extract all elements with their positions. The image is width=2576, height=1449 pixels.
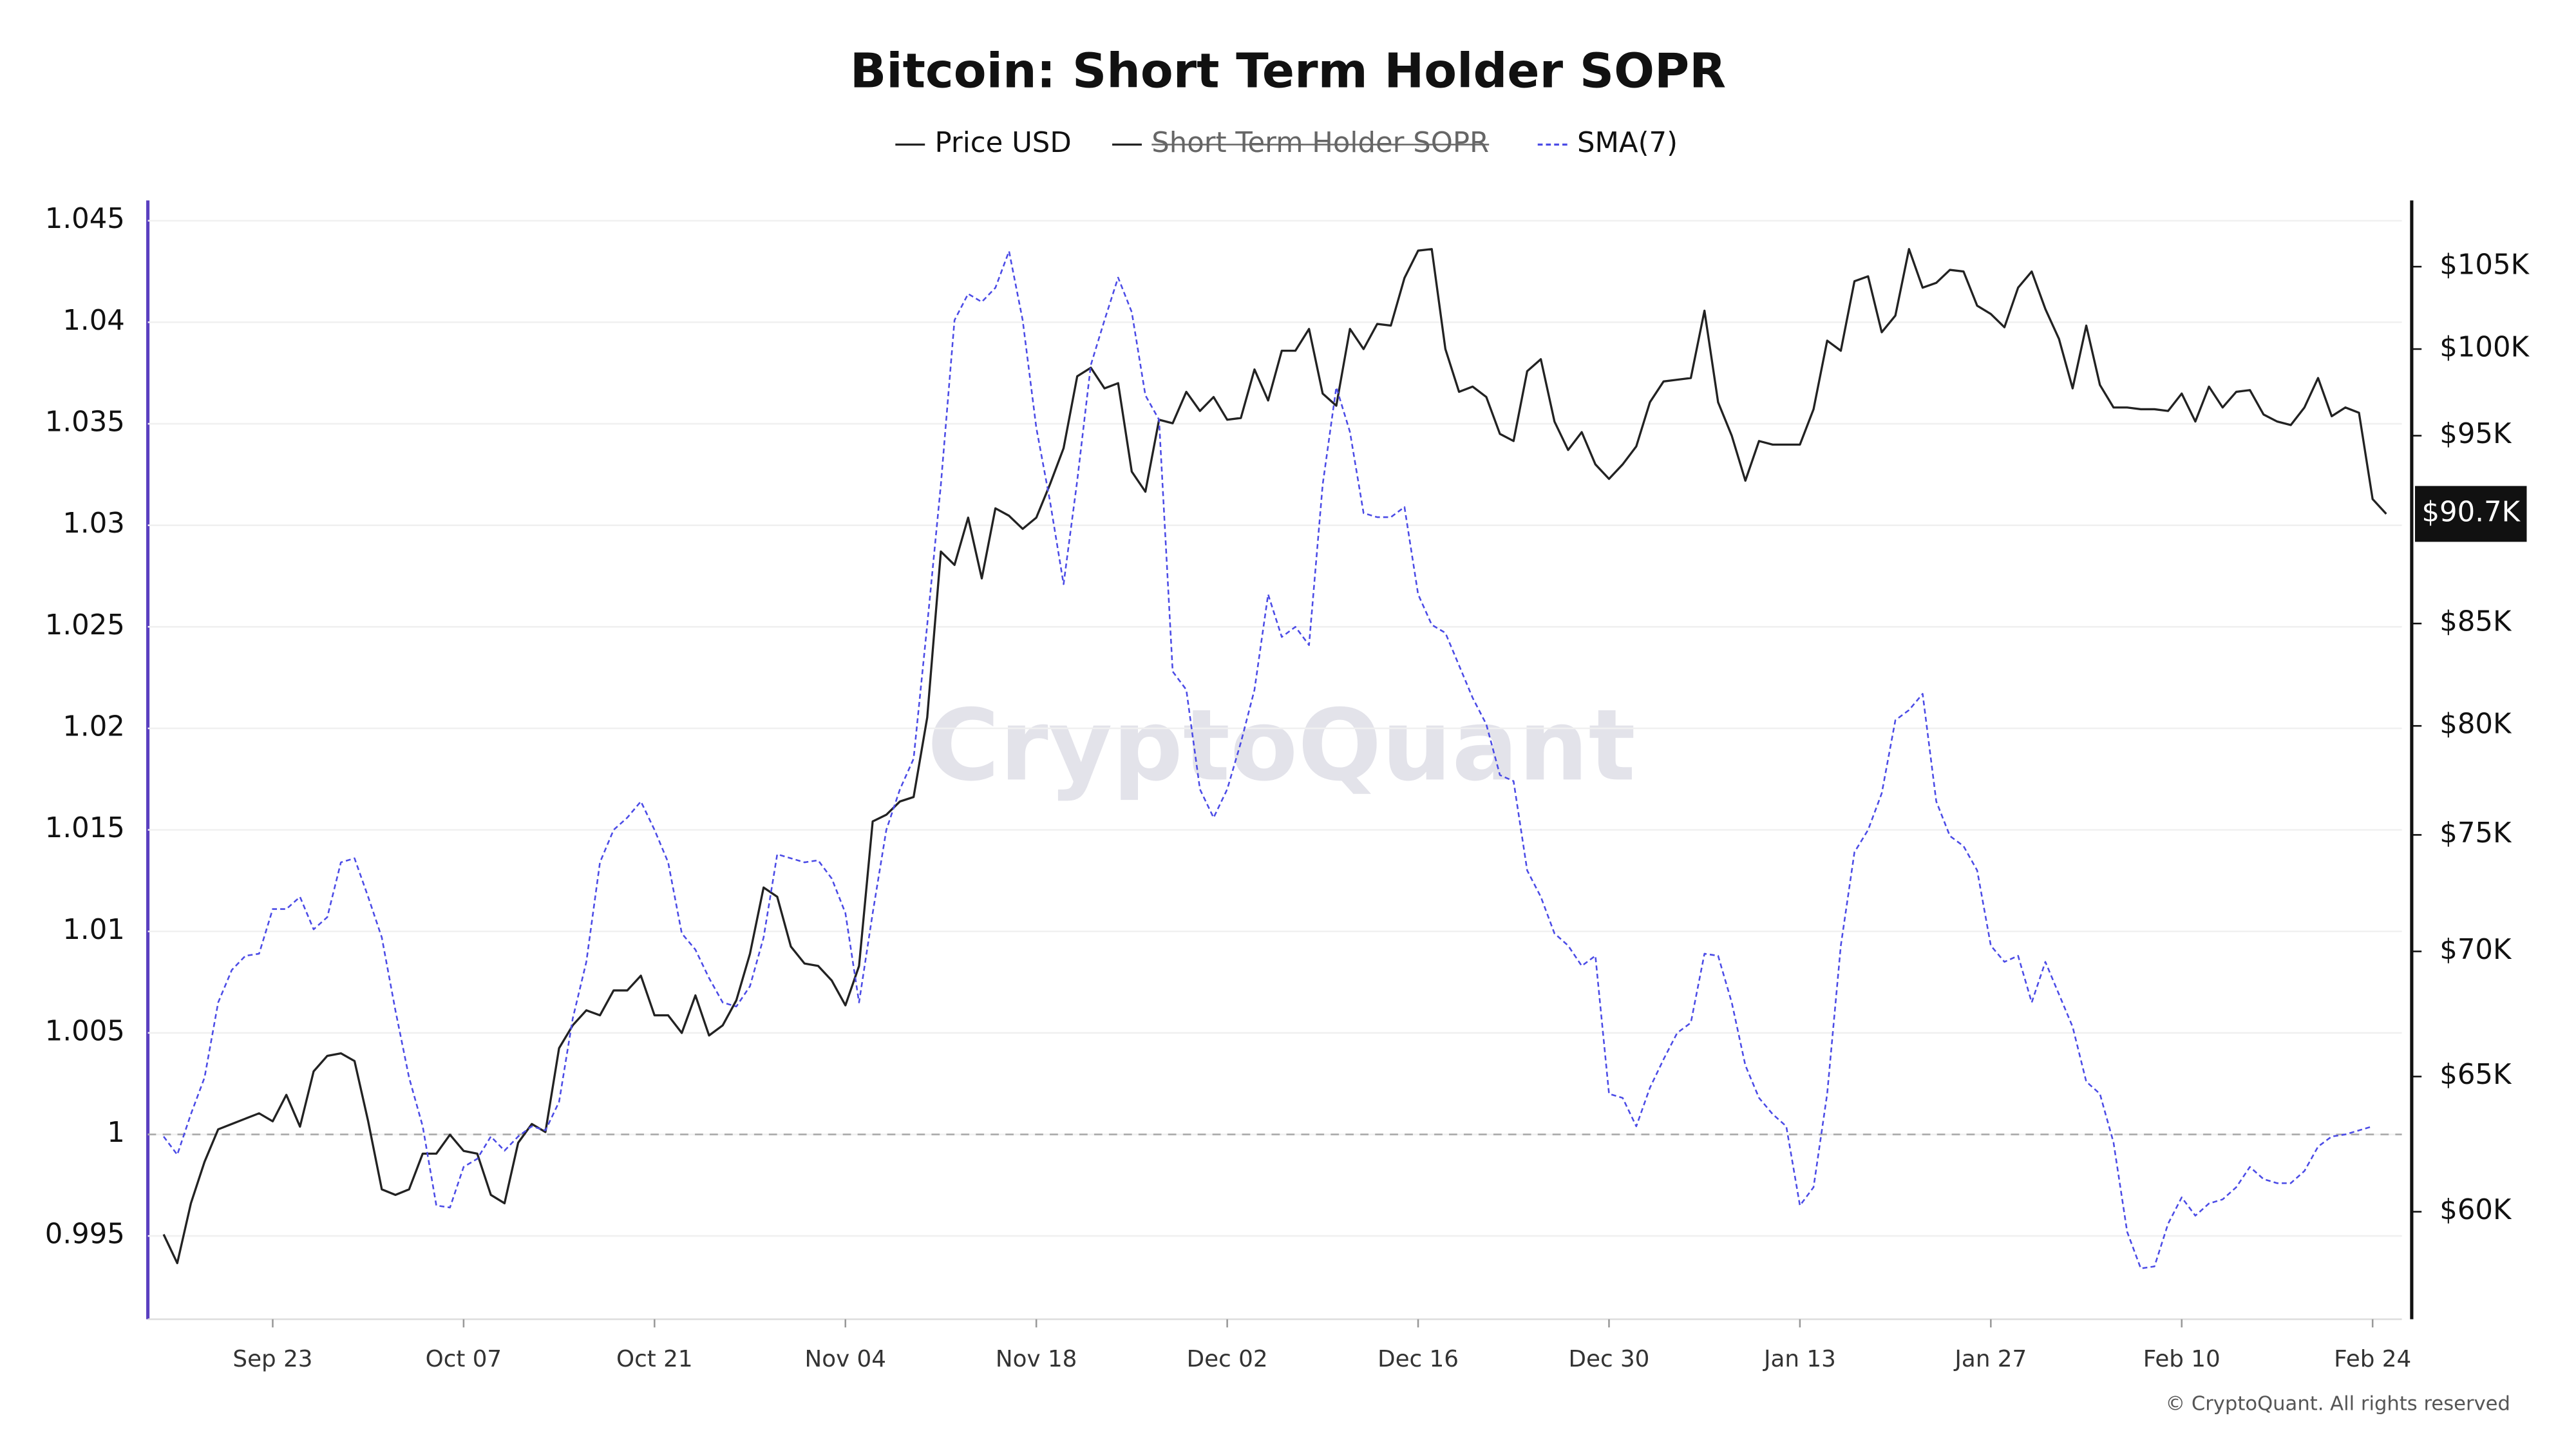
y2-tick-label: $80K [2439, 708, 2512, 741]
y2-tick-label: $100K [2439, 332, 2530, 364]
x-tick-label: Oct 07 [426, 1346, 502, 1372]
y-tick-label: 1.03 [62, 507, 125, 540]
x-tick-label: Dec 16 [1378, 1346, 1459, 1372]
y-tick-label: 1.035 [45, 406, 125, 439]
x-tick-label: Sep 23 [232, 1346, 312, 1372]
x-tick-label: Feb 24 [2334, 1346, 2411, 1372]
y-tick-label: 1 [107, 1117, 125, 1149]
y-tick-label: 1.01 [62, 914, 125, 946]
price-label: $90.7K [2421, 496, 2521, 528]
legend-item: SMA(7) [1537, 127, 1678, 159]
y-tick-label: 0.995 [45, 1218, 125, 1251]
x-tick-label: Jan 13 [1763, 1346, 1836, 1372]
x-tick-label: Oct 21 [616, 1346, 693, 1372]
y-tick-label: 1.025 [45, 609, 125, 641]
watermark: CryptoQuant [927, 688, 1636, 803]
x-tick-label: Nov 18 [996, 1346, 1077, 1372]
x-tick-label: Dec 30 [1569, 1346, 1650, 1372]
footer: © CryptoQuant. All rights reserved [2166, 1393, 2510, 1416]
x-tick-label: Nov 04 [805, 1346, 886, 1372]
legend-label: SMA(7) [1577, 127, 1678, 159]
y2-tick-label: $60K [2439, 1194, 2512, 1226]
y-tick-label: 1.005 [45, 1015, 125, 1047]
legend-item: Price USD [895, 127, 1072, 159]
x-tick-label: Feb 10 [2143, 1346, 2221, 1372]
y2-tick-label: $105K [2439, 249, 2530, 281]
legend-item: Short Term Holder SOPR [1112, 127, 1490, 159]
y-tick-label: 1.045 [45, 203, 125, 235]
y2-tick-label: $70K [2439, 934, 2512, 966]
legend-label: Short Term Holder SOPR [1151, 127, 1489, 159]
legend-label: Price USD [935, 127, 1072, 159]
y2-tick-label: $65K [2439, 1059, 2512, 1091]
series-line [162, 248, 2387, 1265]
x-tick-label: Jan 27 [1953, 1346, 2027, 1372]
y2-tick-label: $85K [2439, 606, 2512, 638]
price-label-box [2415, 486, 2527, 542]
y2-tick-label: $95K [2439, 418, 2512, 450]
y-tick-label: 1.015 [45, 812, 125, 844]
y-tick-label: 1.02 [62, 710, 125, 743]
chart-title: Bitcoin: Short Term Holder SOPR [850, 43, 1726, 99]
y-tick-label: 1.04 [62, 305, 125, 337]
y2-tick-label: $75K [2439, 817, 2512, 849]
series-line [163, 250, 2373, 1269]
x-tick-label: Dec 02 [1187, 1346, 1268, 1372]
